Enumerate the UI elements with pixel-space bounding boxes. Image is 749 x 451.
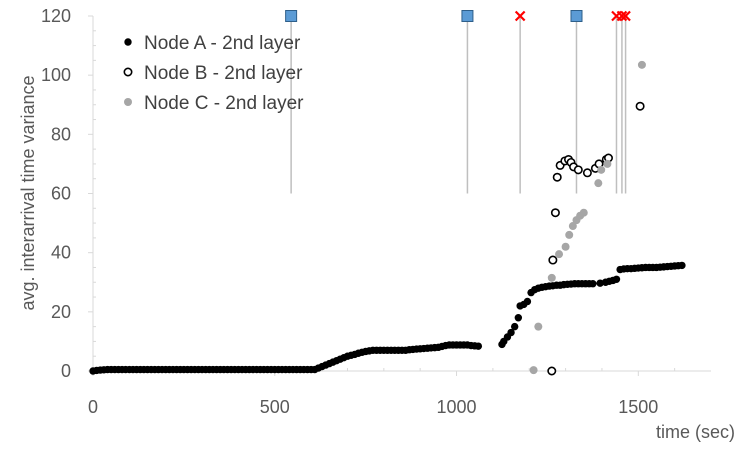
y-tick-label: 80 xyxy=(51,124,71,144)
axes-layer: 0 20 40 60 80 100 120 0 500 1000 1500 xyxy=(41,6,711,417)
node-a-point xyxy=(589,280,597,288)
node-c-point xyxy=(597,165,606,174)
event-lines-layer xyxy=(290,16,627,194)
node-a-point xyxy=(596,279,604,287)
node-c-point xyxy=(555,250,564,259)
x-tick-label: 0 xyxy=(88,397,98,417)
node-a-point xyxy=(523,297,532,306)
cross-event-marker xyxy=(514,10,526,22)
square-event-marker xyxy=(570,10,583,22)
x-tick-label: 500 xyxy=(260,397,290,417)
node-c-point xyxy=(561,242,570,251)
node-c-point xyxy=(534,322,543,331)
square-event-marker xyxy=(461,10,474,22)
legend-label: Node A - 2nd layer xyxy=(144,33,301,54)
node-c-point xyxy=(529,366,538,375)
cross-event-marker xyxy=(616,10,628,22)
node-a-point xyxy=(514,314,523,322)
legend-marker-node-a xyxy=(124,38,132,46)
node-c-point xyxy=(637,60,646,69)
y-tick-label: 60 xyxy=(51,184,71,204)
y-tick-label: 0 xyxy=(61,361,71,381)
event-markers-layer xyxy=(285,10,631,22)
node-a-point xyxy=(510,322,519,331)
series-layer xyxy=(89,60,686,376)
legend-marker-node-c xyxy=(124,98,132,106)
node-c-point xyxy=(565,230,574,239)
y-axis-title: avg. interarrival time variance xyxy=(18,75,38,310)
legend-label: Node C - 2nd layer xyxy=(144,93,304,114)
cross-stroke xyxy=(616,10,628,22)
legend: Node A - 2nd layer Node B - 2nd layer Node… xyxy=(123,33,304,114)
node-c-point xyxy=(547,273,556,282)
y-tick-label: 40 xyxy=(51,243,71,263)
node-b-point xyxy=(573,165,583,175)
cross-stroke xyxy=(514,10,526,22)
node-a-point xyxy=(678,261,686,270)
node-a-point xyxy=(507,328,515,337)
cross-stroke xyxy=(620,10,631,22)
legend-marker-node-b xyxy=(123,67,133,77)
node-b-point xyxy=(547,366,557,376)
x-tick-label: 1000 xyxy=(437,397,477,417)
node-b-point xyxy=(550,208,560,218)
y-tick-label: 20 xyxy=(51,302,71,322)
node-c-point xyxy=(594,179,603,188)
node-b-point xyxy=(582,168,592,178)
x-tick-label: 1500 xyxy=(618,397,658,417)
node-c-point xyxy=(603,159,612,168)
y-tick-label: 120 xyxy=(41,6,71,26)
legend-label: Node B - 2nd layer xyxy=(144,63,303,84)
node-a-point xyxy=(612,275,621,283)
node-c-point xyxy=(568,222,577,231)
node-b-point xyxy=(548,255,558,265)
cross-event-marker xyxy=(620,10,631,22)
node-b-point xyxy=(635,101,645,111)
x-axis-title: time (sec) xyxy=(656,422,735,442)
node-c-point xyxy=(579,208,588,217)
node-a-point xyxy=(474,342,483,350)
node-b-point xyxy=(552,172,562,182)
y-tick-label: 100 xyxy=(41,65,71,85)
square-event-marker xyxy=(285,10,298,22)
